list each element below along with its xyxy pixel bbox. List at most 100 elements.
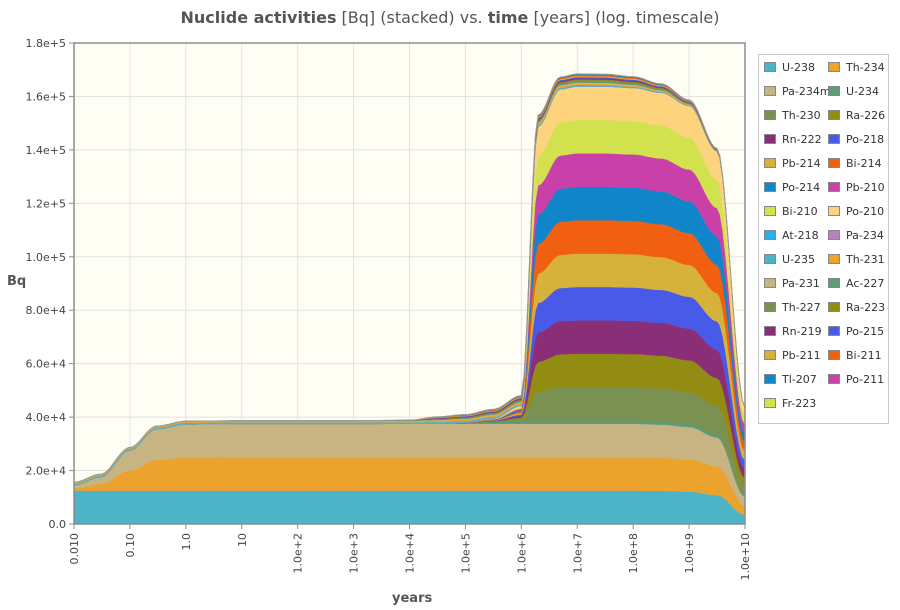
legend-label: Bi-210 [782, 205, 818, 218]
legend-item-bi-214[interactable]: Bi-214 [828, 157, 882, 171]
y-tick-label: 4.0e+4 [26, 411, 66, 424]
legend-swatch [828, 302, 840, 312]
y-tick-label: 1.0e+5 [26, 251, 66, 264]
legend-item-bi-211[interactable]: Bi-211 [828, 349, 882, 363]
legend-label: Bi-211 [846, 349, 882, 362]
legend-swatch [828, 230, 840, 240]
legend-swatch [828, 350, 840, 360]
chart-legend: U-238 Th-234 Pa-234m U-234 Th-230 Ra-226 Rn-22… [758, 54, 889, 424]
x-tick-label: 10 [236, 533, 249, 547]
total-outline [73, 73, 746, 483]
x-tick-label: 1.0e+10 [739, 533, 752, 580]
y-tick-label: 1.8e+5 [26, 37, 66, 50]
legend-swatch [764, 86, 776, 96]
legend-swatch [828, 278, 840, 288]
y-tick-label: 1.4e+5 [26, 144, 66, 157]
legend-label: Pb-210 [846, 181, 885, 194]
legend-item-pa-231[interactable]: Pa-231 [764, 277, 820, 291]
legend-item-rn-219[interactable]: Rn-219 [764, 325, 822, 339]
legend-label: Pa-234 [846, 229, 884, 242]
legend-label: Po-214 [782, 181, 821, 194]
legend-item-pa-234m[interactable]: Pa-234m [764, 85, 831, 99]
legend-swatch [764, 110, 776, 120]
legend-item-th-234[interactable]: Th-234 [828, 61, 885, 75]
chart-title-part: time [487, 8, 529, 27]
x-tick-label: 0.10 [124, 533, 137, 558]
legend-swatch [764, 374, 776, 384]
y-tick-label: 0.0 [49, 518, 67, 531]
legend-item-rn-222[interactable]: Rn-222 [764, 133, 822, 147]
legend-swatch [764, 350, 776, 360]
x-tick-label: 1.0e+7 [571, 533, 584, 573]
legend-label: Fr-223 [782, 397, 817, 410]
legend-swatch [764, 254, 776, 264]
legend-item-u-234[interactable]: U-234 [828, 85, 879, 99]
legend-swatch [828, 62, 840, 72]
legend-label: Po-215 [846, 325, 885, 338]
x-tick-label: 1.0e+6 [515, 533, 528, 573]
legend-item-ra-226[interactable]: Ra-226 [828, 109, 885, 123]
legend-item-pa-234[interactable]: Pa-234 [828, 229, 884, 243]
legend-item-fr-223[interactable]: Fr-223 [764, 397, 816, 411]
legend-item-pb-211[interactable]: Pb-211 [764, 349, 821, 363]
legend-swatch [828, 254, 840, 264]
legend-item-ac-227[interactable]: Ac-227 [828, 277, 884, 291]
chart-title: Nuclide activities [Bq] (stacked) vs. ti… [0, 8, 900, 27]
legend-item-bi-210[interactable]: Bi-210 [764, 205, 818, 219]
y-tick-label: 1.6e+5 [26, 90, 66, 103]
area-series-u-238 [73, 490, 746, 525]
legend-label: Po-218 [846, 133, 885, 146]
legend-label: Ac-227 [846, 277, 885, 290]
legend-swatch [828, 86, 840, 96]
y-tick-label: 2.0e+4 [26, 465, 66, 478]
x-axis-label: years [392, 591, 433, 606]
legend-item-pb-210[interactable]: Pb-210 [828, 181, 885, 195]
legend-item-tl-207[interactable]: Tl-207 [764, 373, 817, 387]
legend-label: Pb-214 [782, 157, 821, 170]
legend-item-po-214[interactable]: Po-214 [764, 181, 820, 195]
x-tick-label: 1.0e+9 [683, 533, 696, 573]
y-tick-label: 6.0e+4 [26, 358, 66, 371]
legend-swatch [828, 134, 840, 144]
legend-item-po-215[interactable]: Po-215 [828, 325, 884, 339]
legend-swatch [764, 278, 776, 288]
legend-item-po-210[interactable]: Po-210 [828, 205, 884, 219]
legend-label: Pa-234m [782, 85, 831, 98]
legend-item-u-235[interactable]: U-235 [764, 253, 815, 267]
legend-swatch [828, 182, 840, 192]
legend-item-ra-223[interactable]: Ra-223 [828, 301, 885, 315]
legend-swatch [764, 62, 776, 72]
legend-swatch [764, 230, 776, 240]
x-tick-label: 1.0e+8 [627, 533, 640, 573]
legend-label: At-218 [782, 229, 819, 242]
legend-item-th-230[interactable]: Th-230 [764, 109, 821, 123]
legend-swatch [828, 326, 840, 336]
legend-item-pb-214[interactable]: Pb-214 [764, 157, 821, 171]
x-tick-label: 1.0e+2 [292, 533, 305, 573]
x-tick-label: 0.010 [68, 533, 81, 565]
legend-label: Rn-222 [782, 133, 822, 146]
legend-item-u-238[interactable]: U-238 [764, 61, 815, 75]
legend-swatch [828, 206, 840, 216]
legend-item-at-218[interactable]: At-218 [764, 229, 819, 243]
legend-item-po-211[interactable]: Po-211 [828, 373, 884, 387]
legend-item-th-227[interactable]: Th-227 [764, 301, 821, 315]
legend-swatch [764, 206, 776, 216]
legend-label: Th-234 [846, 61, 885, 74]
legend-label: Th-227 [782, 301, 821, 314]
legend-label: U-235 [782, 253, 816, 266]
legend-label: Th-230 [782, 109, 821, 122]
legend-item-th-231[interactable]: Th-231 [828, 253, 885, 267]
legend-swatch [828, 374, 840, 384]
legend-swatch [764, 182, 776, 192]
legend-label: U-234 [846, 85, 880, 98]
legend-item-po-218[interactable]: Po-218 [828, 133, 884, 147]
x-tick-label: 1.0e+5 [459, 533, 472, 573]
chart-title-part: Nuclide activities [180, 8, 337, 27]
x-tick-label: 1.0e+3 [348, 533, 361, 573]
y-tick-label: 1.2e+5 [26, 197, 66, 210]
legend-label: Pb-211 [782, 349, 821, 362]
y-axis-label: Bq [7, 274, 27, 289]
legend-label: Rn-219 [782, 325, 822, 338]
